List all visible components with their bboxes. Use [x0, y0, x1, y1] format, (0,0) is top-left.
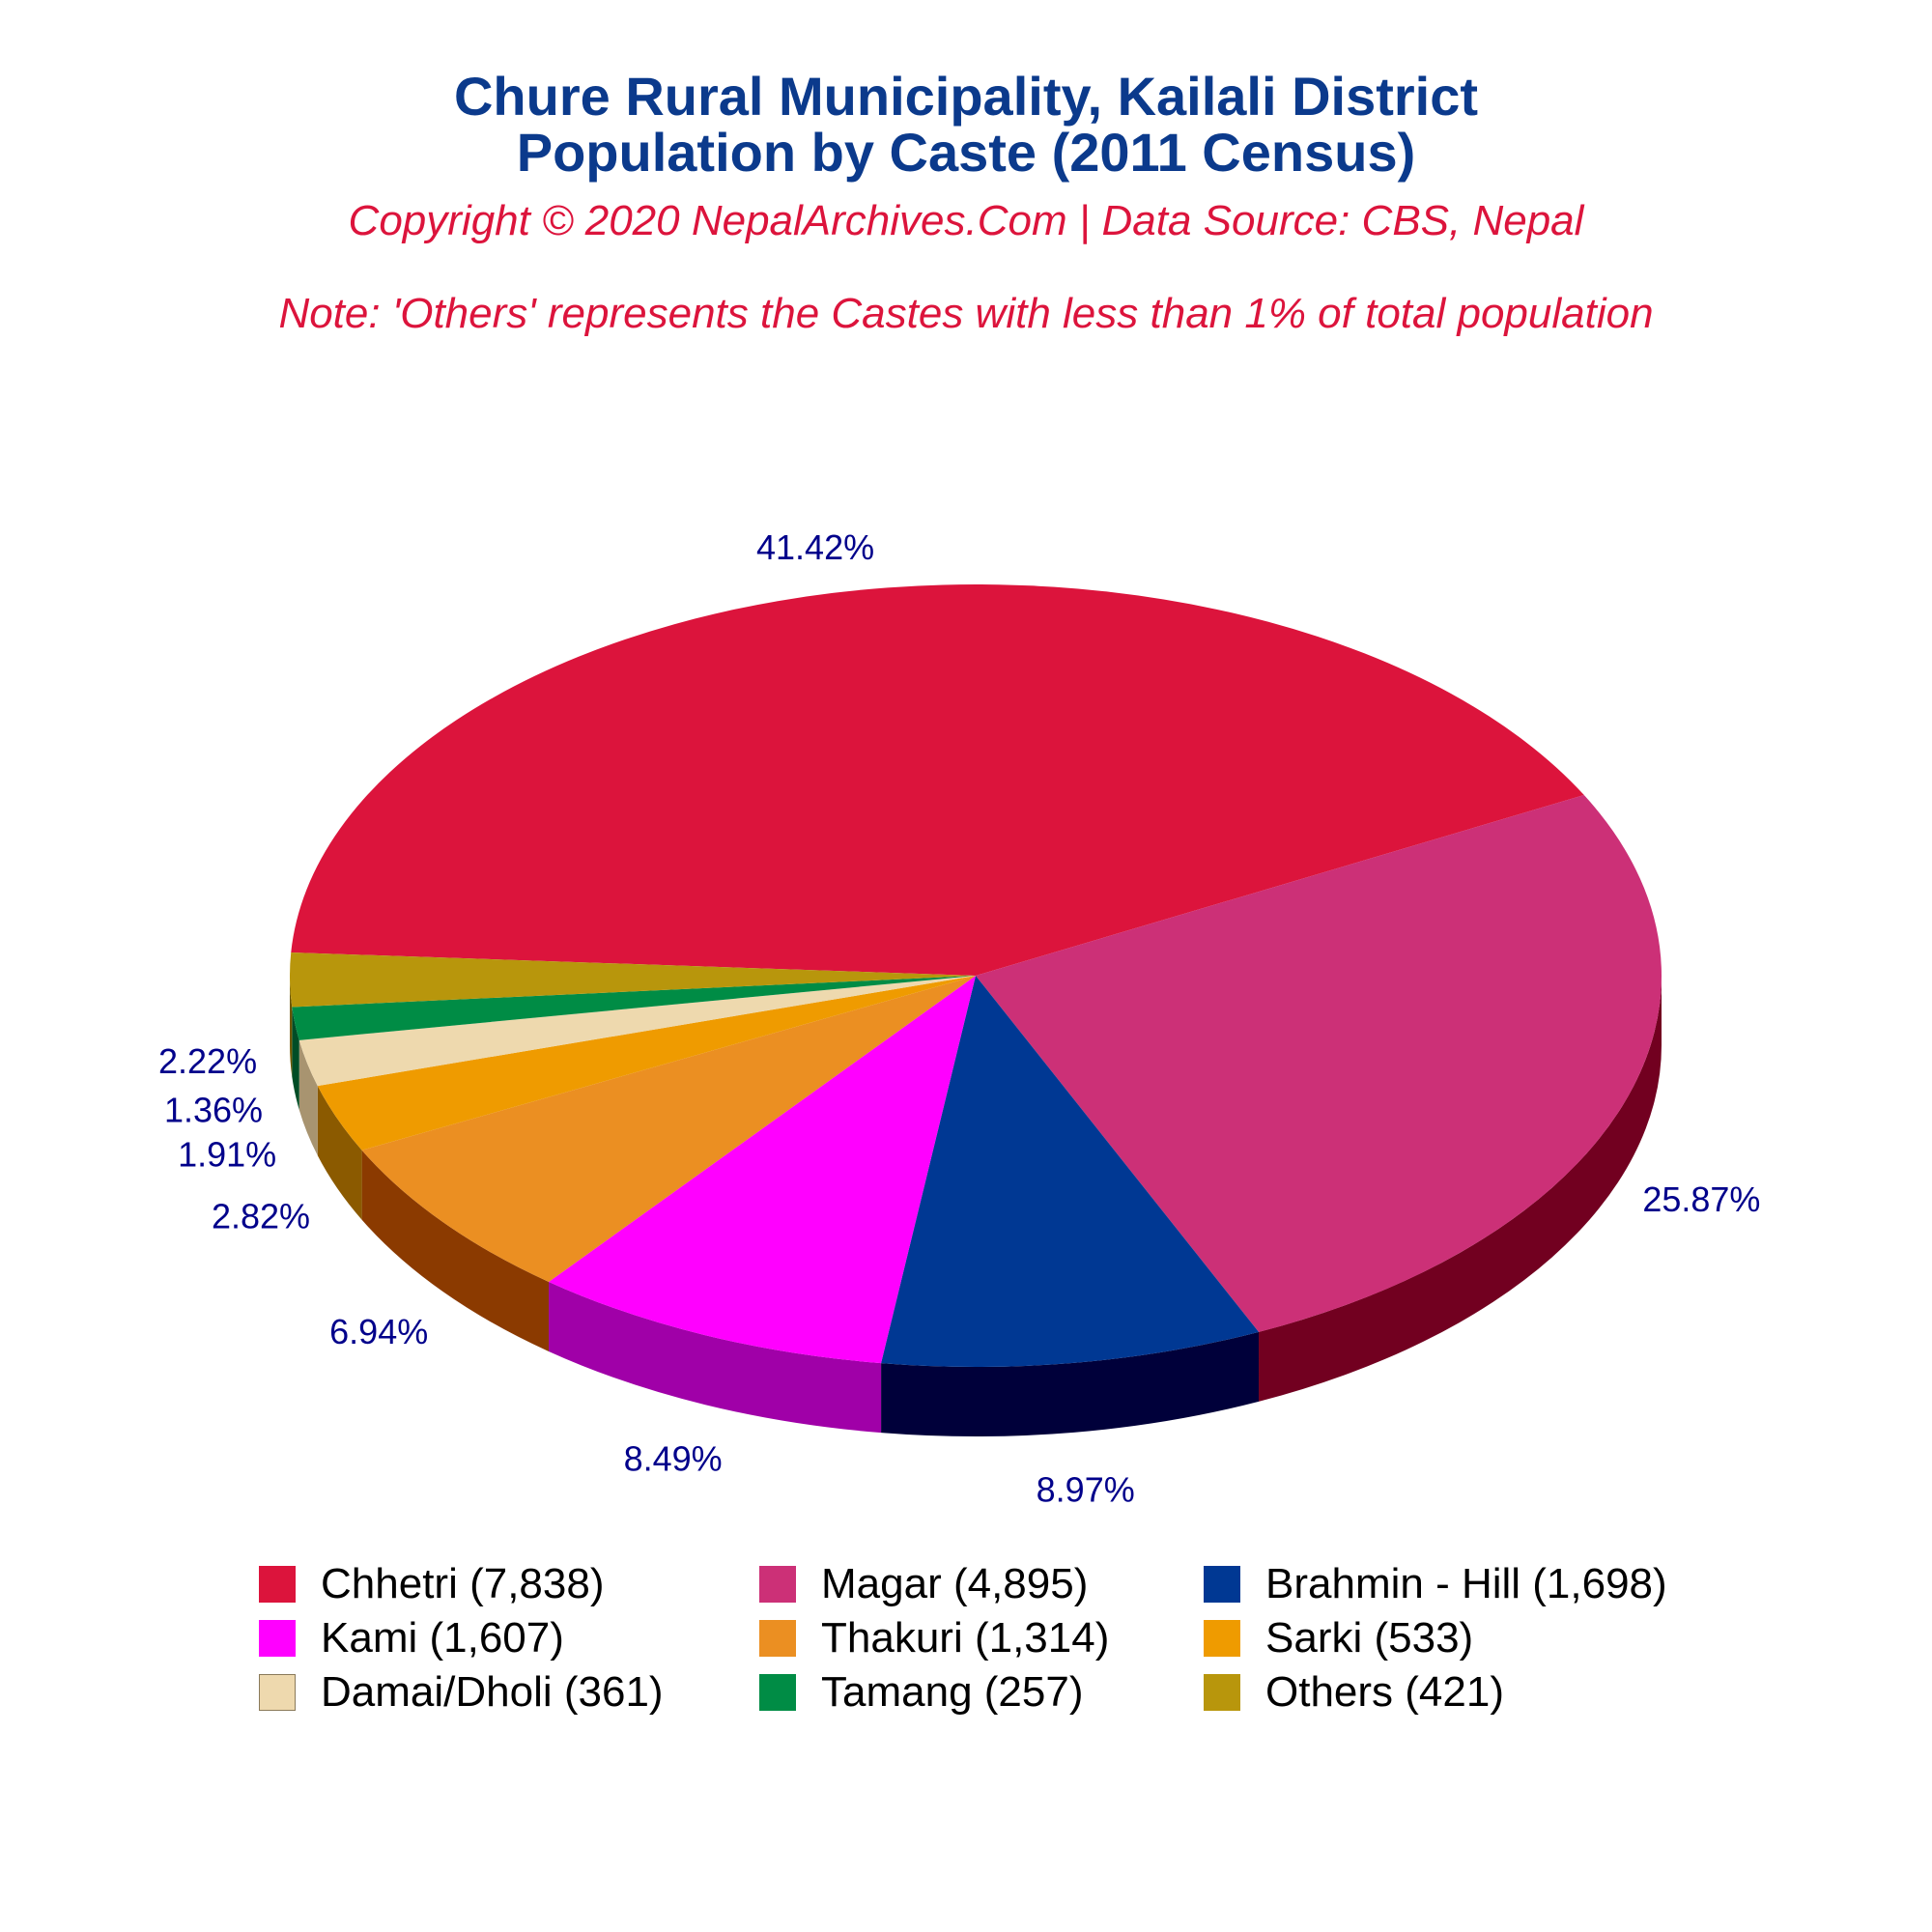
legend-label-chhetri: Chhetri (7,838) — [321, 1560, 605, 1607]
percent-label-tamang: 1.36% — [164, 1091, 263, 1130]
pie-side-magar — [1259, 976, 1662, 1402]
pie-slice-tamang — [292, 976, 976, 1040]
pie-side-thakuri — [361, 1150, 550, 1351]
legend-item-chhetri: Chhetri (7,838) — [259, 1559, 604, 1609]
legend-item-damai-dholi: Damai/Dholi (361) — [259, 1667, 664, 1718]
pie-slice-brahmin-hill — [881, 976, 1260, 1367]
pie-slice-magar — [976, 795, 1662, 1332]
legend-item-tamang: Tamang (257) — [759, 1667, 1083, 1718]
percent-label-brahmin-hill: 8.97% — [1037, 1469, 1135, 1509]
pie-slice-sarki — [317, 976, 976, 1151]
legend-swatch-others — [1204, 1674, 1240, 1711]
legend-swatch-kami — [259, 1620, 296, 1657]
pie-slice-damai-dholi — [298, 976, 977, 1087]
legend-swatch-tamang — [759, 1674, 796, 1711]
legend-swatch-damai-dholi — [259, 1674, 296, 1711]
pie-slice-others — [289, 952, 976, 1008]
chart-title-line-2: Population by Caste (2011 Census) — [516, 122, 1416, 183]
legend-label-tamang: Tamang (257) — [821, 1668, 1084, 1716]
legend-label-thakuri: Thakuri (1,314) — [821, 1614, 1110, 1662]
pie-side-others — [290, 976, 293, 1077]
percent-label-magar: 25.87% — [1642, 1179, 1760, 1219]
percent-label-sarki: 2.82% — [212, 1197, 310, 1236]
pie-side-tamang — [292, 1007, 299, 1110]
legend-item-brahmin-hill: Brahmin - Hill (1,698) — [1204, 1559, 1667, 1609]
legend-label-damai-dholi: Damai/Dholi (361) — [321, 1668, 664, 1716]
pie-side-brahmin-hill — [881, 1331, 1260, 1437]
legend-label-others: Others (421) — [1265, 1668, 1504, 1716]
pie-side-sarki — [317, 1086, 362, 1220]
legend-swatch-thakuri — [759, 1620, 796, 1657]
legend-item-kami: Kami (1,607) — [259, 1613, 564, 1663]
legend-swatch-sarki — [1204, 1620, 1240, 1657]
percent-label-thakuri: 6.94% — [329, 1312, 428, 1351]
legend-label-brahmin-hill: Brahmin - Hill (1,698) — [1265, 1560, 1667, 1607]
pie-slice-thakuri — [361, 976, 976, 1282]
pie-slice-chhetri — [291, 584, 1584, 976]
legend-swatch-magar — [759, 1566, 796, 1603]
percent-label-chhetri: 41.42% — [756, 527, 874, 567]
chart-note: Note: 'Others' represents the Castes wit… — [278, 290, 1654, 337]
percent-label-kami: 8.49% — [624, 1438, 723, 1478]
pie-slice-kami — [549, 976, 976, 1364]
copyright-subtitle: Copyright © 2020 NepalArchives.Com | Dat… — [348, 197, 1584, 244]
legend-swatch-chhetri — [259, 1566, 296, 1603]
chart-title-line-1: Chure Rural Municipality, Kailali Distri… — [453, 66, 1479, 127]
legend-label-magar: Magar (4,895) — [821, 1560, 1089, 1607]
legend-item-thakuri: Thakuri (1,314) — [759, 1613, 1109, 1663]
legend-item-magar: Magar (4,895) — [759, 1559, 1088, 1609]
legend-item-others: Others (421) — [1204, 1667, 1504, 1718]
pie-side-damai-dholi — [298, 1039, 318, 1156]
percent-label-damai-dholi: 1.91% — [178, 1134, 276, 1174]
legend-label-sarki: Sarki (533) — [1265, 1614, 1474, 1662]
legend-label-kami: Kami (1,607) — [321, 1614, 564, 1662]
legend-item-sarki: Sarki (533) — [1204, 1613, 1473, 1663]
percent-label-others: 2.22% — [158, 1041, 257, 1081]
legend-swatch-brahmin-hill — [1204, 1566, 1240, 1603]
pie-side-kami — [549, 1281, 882, 1434]
